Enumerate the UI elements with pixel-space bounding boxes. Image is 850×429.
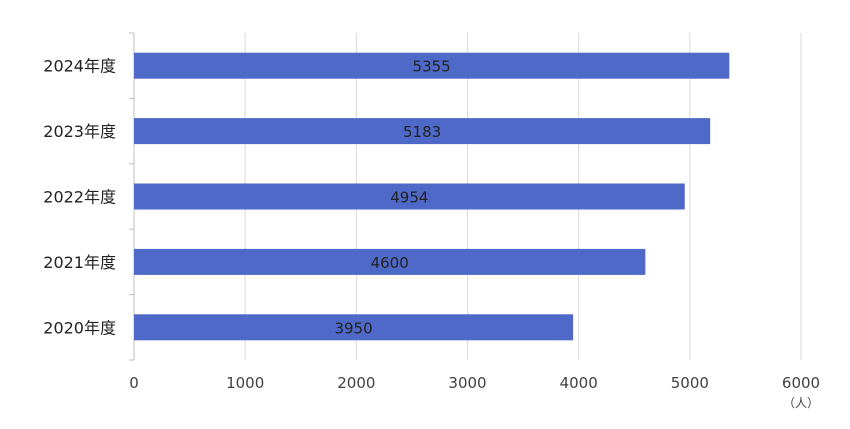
bar <box>134 52 730 79</box>
bar-data-label: 4954 <box>390 189 428 207</box>
bar-data-label: 3950 <box>334 319 372 337</box>
x-tick-label: 3000 <box>448 374 486 392</box>
axes <box>129 32 135 361</box>
bar <box>134 248 646 275</box>
y-category-label: 2021年度 <box>43 253 116 272</box>
y-category-label: 2022年度 <box>43 188 116 207</box>
bar-data-label: 4600 <box>371 254 409 272</box>
x-tick-label: 1000 <box>226 374 264 392</box>
x-tick-label: 6000 <box>782 374 820 392</box>
x-tick-label: 4000 <box>560 374 598 392</box>
x-tick-label: 5000 <box>671 374 709 392</box>
bar-data-label: 5183 <box>403 123 441 141</box>
y-category-label: 2024年度 <box>43 57 116 76</box>
x-tick-label: 0 <box>129 374 139 392</box>
y-category-label: 2020年度 <box>43 318 116 337</box>
bar <box>134 118 711 145</box>
bar <box>134 183 685 210</box>
bar <box>134 314 574 341</box>
x-tick-label: 2000 <box>337 374 375 392</box>
labels: 0 1000 2000 3000 4000 5000 6000 2024年度 5355 2023年… <box>43 57 820 392</box>
bars <box>134 52 730 341</box>
x-axis-unit: （人） <box>783 396 819 410</box>
y-category-label: 2023年度 <box>43 122 116 141</box>
bar-data-label: 5355 <box>413 58 451 76</box>
